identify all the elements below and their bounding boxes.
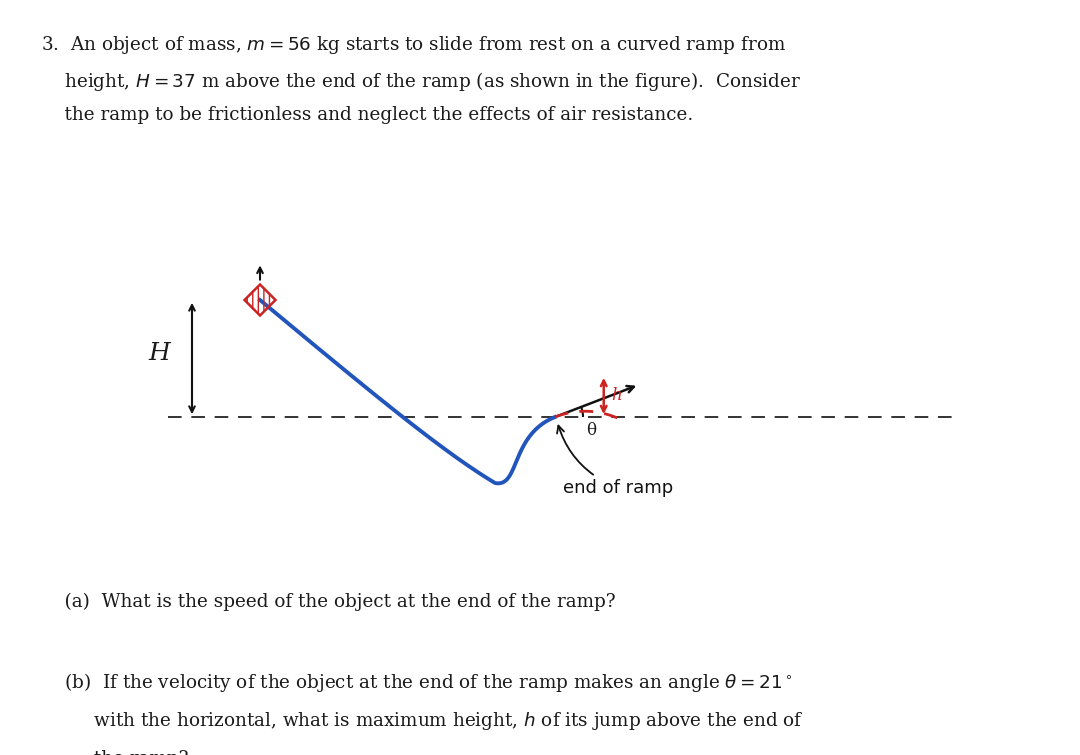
Text: H: H <box>148 342 170 365</box>
Text: 3.  An object of mass, $m = 56$ kg starts to slide from rest on a curved ramp fr: 3. An object of mass, $m = 56$ kg starts… <box>41 34 786 56</box>
Text: the ramp to be frictionless and neglect the effects of air resistance.: the ramp to be frictionless and neglect … <box>41 106 693 125</box>
Text: height, $H = 37$ m above the end of the ramp (as shown in the figure).  Consider: height, $H = 37$ m above the end of the … <box>41 70 801 93</box>
Text: (a)  What is the speed of the object at the end of the ramp?: (a) What is the speed of the object at t… <box>41 593 616 611</box>
Text: θ: θ <box>585 422 596 439</box>
Text: end of ramp: end of ramp <box>557 426 673 497</box>
Text: h: h <box>610 387 621 405</box>
Text: the ramp?: the ramp? <box>41 750 189 755</box>
Text: with the horizontal, what is maximum height, $h$ of its jump above the end of: with the horizontal, what is maximum hei… <box>41 710 804 732</box>
Text: (b)  If the velocity of the object at the end of the ramp makes an angle $\theta: (b) If the velocity of the object at the… <box>41 671 793 694</box>
